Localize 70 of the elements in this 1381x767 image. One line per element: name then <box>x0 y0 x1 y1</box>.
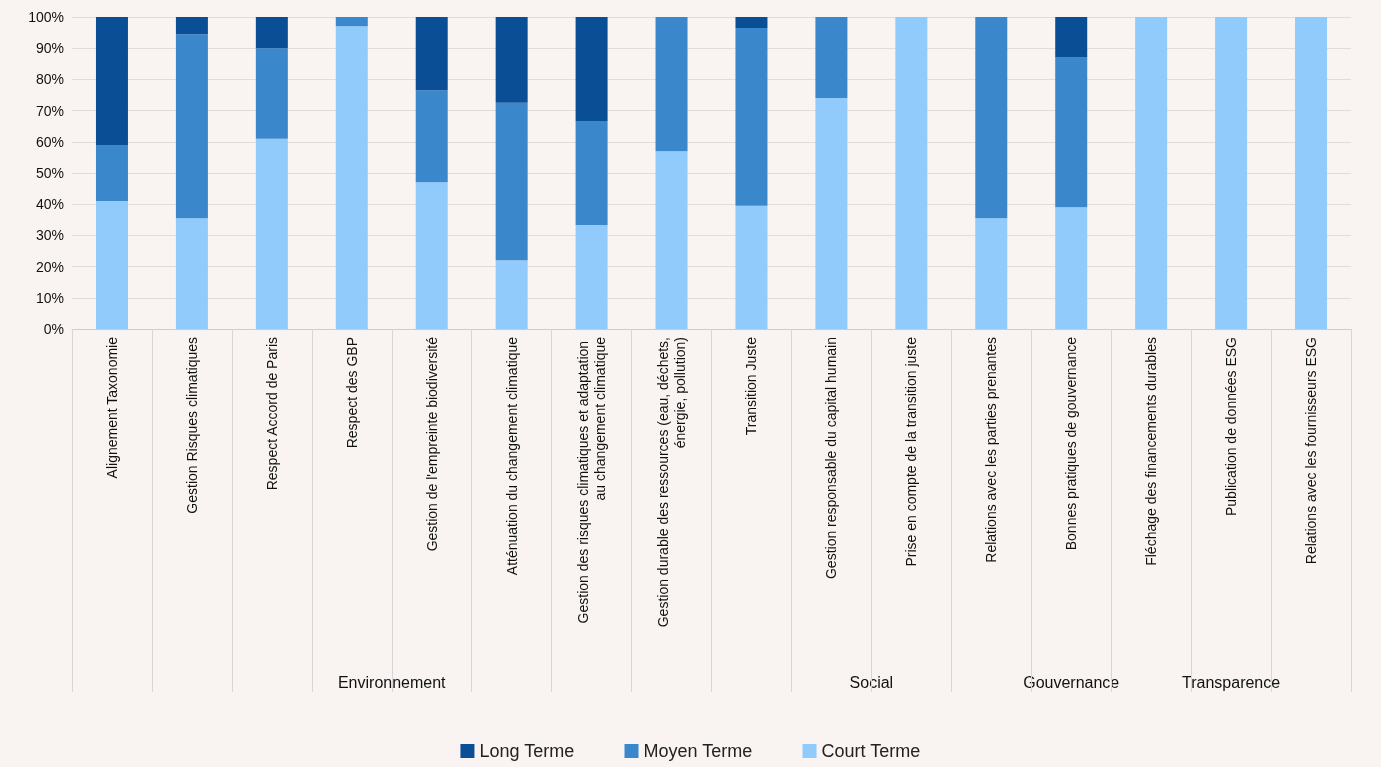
legend-label: Moyen Terme <box>643 741 753 761</box>
y-tick-label: 100% <box>28 9 64 25</box>
y-tick-label: 60% <box>35 133 64 150</box>
bar <box>735 27 768 206</box>
bar <box>975 17 1008 219</box>
y-tick-label: 0% <box>43 321 64 337</box>
x-tick-label: Publication de données ESG <box>1223 337 1240 517</box>
x-tick-label: Prise en compte de la transition juste <box>903 336 920 567</box>
x-tick-label: Atténuation du changement climatique <box>503 336 520 576</box>
x-tick-label: Respect des GBP <box>343 337 360 449</box>
x-tick-label: Alignement Taxonomie <box>103 336 120 479</box>
x-tick-label: Fléchage des financements durables <box>1143 337 1160 566</box>
x-tick-label: Gestion Risques climatiques <box>183 337 200 514</box>
bar <box>335 26 368 329</box>
bar <box>335 17 368 27</box>
x-tick-label: Respect Accord de Paris <box>263 337 280 491</box>
y-tick-label: 80% <box>35 71 64 88</box>
bar <box>1055 207 1088 329</box>
bar <box>255 48 288 139</box>
bar <box>1295 17 1328 329</box>
bar <box>415 17 448 91</box>
bar <box>495 260 528 329</box>
x-tick-label: Gestion responsable du capital humain <box>823 337 840 580</box>
bar <box>95 201 128 329</box>
x-tick-label: Gestion des risques climatiques et adaptation au changement climatique <box>575 336 609 624</box>
x-tick-label: Transition Juste <box>743 336 760 436</box>
y-tick-label: 30% <box>35 227 64 244</box>
bar <box>415 90 448 183</box>
y-tick-label: 50% <box>35 165 64 181</box>
bar <box>495 102 528 261</box>
bar <box>575 225 608 329</box>
bar <box>1135 17 1168 329</box>
y-tick-label: 70% <box>35 102 64 119</box>
bar <box>255 17 288 49</box>
bar <box>175 34 208 219</box>
x-tick-label: Relations avec les parties prenantes <box>983 337 1000 563</box>
y-tick-label: 40% <box>35 196 64 213</box>
bar <box>815 98 848 329</box>
bar <box>175 17 208 35</box>
bar <box>1215 17 1248 329</box>
x-tick-label: Gestion durable des ressources (eau, déchets, énergie, pollution) <box>655 337 689 628</box>
bar <box>575 17 608 121</box>
x-tick-label: Bonnes pratiques de gouvernance <box>1063 336 1080 551</box>
bar <box>735 17 768 28</box>
bar <box>655 151 688 329</box>
bar <box>95 144 128 202</box>
bar <box>255 138 288 329</box>
y-tick-label: 90% <box>35 40 64 57</box>
text: Gouvernance <box>1023 673 1120 691</box>
x-tick-label: Relations avec les fournisseurs ESG <box>1303 337 1320 565</box>
bar <box>735 205 768 329</box>
text: Social <box>849 673 894 691</box>
bar <box>895 17 928 329</box>
bar <box>495 17 528 103</box>
bar <box>95 17 128 145</box>
y-tick-label: 10% <box>35 289 64 306</box>
legend-label: Long Terme <box>479 741 575 761</box>
bar <box>175 218 208 329</box>
bar <box>1055 57 1088 208</box>
y-tick-label: 20% <box>35 258 64 275</box>
text: Environnement <box>337 673 447 691</box>
bar <box>575 120 608 226</box>
legend-label: Court Terme <box>821 741 921 761</box>
bar <box>415 182 448 329</box>
bar <box>975 218 1008 329</box>
bar <box>1055 17 1088 58</box>
bar <box>815 17 848 99</box>
bar <box>655 17 688 152</box>
x-tick-label: Gestion de l'empreinte biodiversité <box>423 336 440 552</box>
text: Transparence <box>1182 673 1281 691</box>
